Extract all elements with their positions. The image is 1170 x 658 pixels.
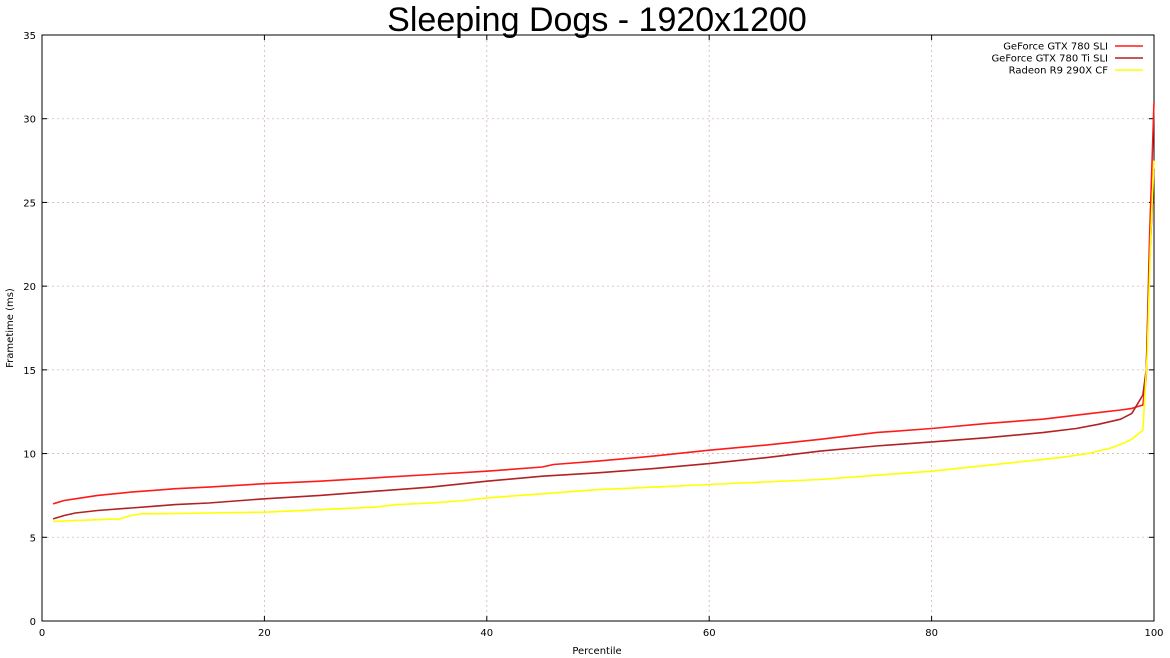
grid-lines: [42, 35, 1154, 621]
legend-label-2: GeForce GTX 780 Ti SLI: [991, 54, 1108, 65]
x-tick-label: 40: [480, 628, 493, 639]
series-line-2: [52, 168, 1155, 520]
y-tick-label: 20: [23, 282, 36, 293]
x-tick-label: 100: [1144, 628, 1163, 639]
y-tick-label: 35: [23, 31, 36, 42]
y-tick-label: 0: [30, 617, 36, 628]
x-tick-label: 60: [703, 628, 716, 639]
y-tick-label: 30: [23, 115, 36, 126]
series-line-1: [52, 101, 1155, 505]
y-tick-label: 5: [30, 533, 36, 544]
x-tick-label: 20: [258, 628, 271, 639]
y-tick-label: 25: [23, 198, 36, 209]
x-tick-label: 0: [39, 628, 45, 639]
plot-frame: [41, 34, 1155, 622]
legend-label-1: GeForce GTX 780 SLI: [1003, 42, 1108, 53]
series-line-3: [53, 160, 1155, 523]
y-axis-label: Frametime (ms): [5, 288, 16, 368]
y-tick-label: 10: [23, 450, 36, 461]
x-tick-label: 80: [925, 628, 938, 639]
y-tick-label: 15: [23, 366, 36, 377]
x-axis-label: Percentile: [572, 646, 621, 657]
series-lines: [52, 101, 1155, 523]
axis-ticks: 0 20 40 60 80 100 0 5 10 15 20 25 30 35: [23, 31, 1163, 639]
chart-title: Sleeping Dogs - 1920x1200: [387, 1, 807, 39]
legend-label-3: Radeon R9 290X CF: [1009, 66, 1109, 77]
